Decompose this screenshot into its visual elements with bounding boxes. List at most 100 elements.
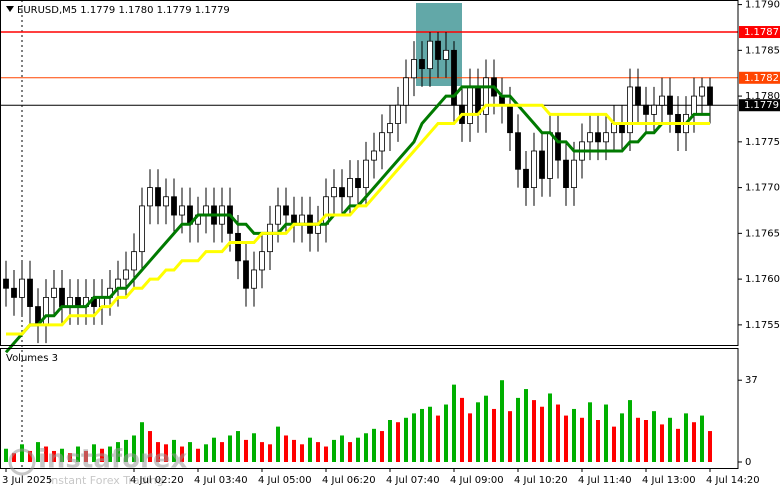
volume-bar xyxy=(316,442,320,462)
watermark-icon xyxy=(8,448,36,476)
volume-bar xyxy=(276,426,280,462)
candle-body xyxy=(131,251,137,271)
candle-body xyxy=(571,159,577,188)
candle-body xyxy=(483,77,489,115)
candle-body xyxy=(179,205,185,216)
volume-bar xyxy=(380,431,384,462)
volume-bar xyxy=(44,446,48,462)
x-tick-label: 3 Jul 2025 xyxy=(2,475,52,486)
volume-bar xyxy=(364,433,368,462)
candle-body xyxy=(27,278,33,307)
volume-bar xyxy=(708,431,712,462)
volume-bar xyxy=(428,406,432,462)
volume-bar xyxy=(444,404,448,462)
candle-body xyxy=(163,196,169,207)
candle-body xyxy=(411,59,417,79)
volume-bar xyxy=(676,428,680,462)
candle-body xyxy=(427,40,433,70)
candle-body xyxy=(651,104,657,115)
volume-bar xyxy=(236,431,240,462)
volume-bar xyxy=(292,439,296,462)
volume-bar xyxy=(284,435,288,462)
candle-body xyxy=(515,132,521,170)
volume-bar xyxy=(484,395,488,462)
volume-bar xyxy=(660,424,664,462)
volume-bar xyxy=(132,435,136,462)
chart-title: EURUSD,M5 1.1779 1.1780 1.1779 1.1779 xyxy=(17,5,230,16)
volume-bar xyxy=(420,408,424,462)
y-tick-label: 1.1770 xyxy=(745,183,780,194)
volume-bar xyxy=(436,415,440,462)
price-level-box xyxy=(739,71,780,84)
volume-bar xyxy=(692,422,696,462)
volume-bar xyxy=(644,420,648,462)
x-tick-label: 4 Jul 10:20 xyxy=(514,475,568,486)
candle-body xyxy=(235,232,241,262)
volume-bar xyxy=(532,400,536,462)
candle-body xyxy=(667,95,673,115)
volume-bar xyxy=(300,444,304,462)
volume-frame xyxy=(0,348,739,469)
watermark-brand: instaforex xyxy=(38,445,188,475)
volume-bar xyxy=(124,439,128,462)
volume-bar xyxy=(20,444,24,462)
y-tick-label: 1.1790 xyxy=(745,0,780,11)
volume-bar xyxy=(604,404,608,462)
x-tick-label: 4 Jul 06:20 xyxy=(322,475,376,486)
volume-bar xyxy=(228,435,232,462)
x-tick-label: 4 Jul 09:00 xyxy=(450,475,504,486)
x-tick-label: 4 Jul 05:00 xyxy=(258,475,312,486)
volume-bar xyxy=(68,453,72,462)
price-level-box xyxy=(739,26,780,39)
x-tick-label: 4 Jul 11:40 xyxy=(578,475,632,486)
candle-body xyxy=(451,49,457,106)
volume-bar xyxy=(148,431,152,462)
candle-body xyxy=(627,86,633,134)
candle-body xyxy=(19,278,25,298)
candle-body xyxy=(403,77,409,106)
watermark: instaforex Instant Forex Trading xyxy=(8,445,188,487)
y-tick-label: 1.1760 xyxy=(745,274,780,285)
volume-bar xyxy=(156,442,160,462)
volume-bar xyxy=(668,417,672,462)
volume-bar xyxy=(252,433,256,462)
volume-bar xyxy=(572,408,576,462)
volume-bar xyxy=(100,448,104,462)
candle-body xyxy=(227,205,233,234)
volume-bar xyxy=(500,380,504,462)
candle-body xyxy=(355,178,361,188)
volume-bar xyxy=(348,442,352,462)
volume-bar xyxy=(244,439,248,462)
candle-body xyxy=(139,205,145,253)
price-level-box xyxy=(739,99,780,112)
volume-bar xyxy=(76,446,80,462)
candle-body xyxy=(467,86,473,124)
volume-tick-label: 37 xyxy=(745,375,758,386)
y-tick-label: 1.1765 xyxy=(745,228,780,239)
volume-bar xyxy=(12,453,16,462)
candle-body xyxy=(587,132,593,143)
volume-bar xyxy=(4,448,8,462)
candle-body xyxy=(347,178,353,198)
candle-body xyxy=(563,159,569,188)
candle-body xyxy=(539,150,545,179)
candle-body xyxy=(595,132,601,143)
volume-bar xyxy=(700,415,704,462)
volume-bar xyxy=(652,411,656,462)
x-tick-label: 4 Jul 13:00 xyxy=(642,475,696,486)
candle-body xyxy=(363,159,369,188)
volume-bar xyxy=(260,442,264,462)
candle-body xyxy=(51,287,57,298)
volume-bar xyxy=(612,426,616,462)
candle-body xyxy=(699,86,705,97)
candle-body xyxy=(243,260,249,289)
x-tick-label: 4 Jul 14:20 xyxy=(706,475,760,486)
volume-bar xyxy=(28,450,32,462)
moving-average xyxy=(6,103,710,336)
candle-body xyxy=(443,49,449,60)
volume-bar xyxy=(180,446,184,462)
candle-body xyxy=(259,251,265,271)
volume-bar xyxy=(516,397,520,462)
volume-bar xyxy=(620,413,624,462)
volume-bar xyxy=(564,415,568,462)
